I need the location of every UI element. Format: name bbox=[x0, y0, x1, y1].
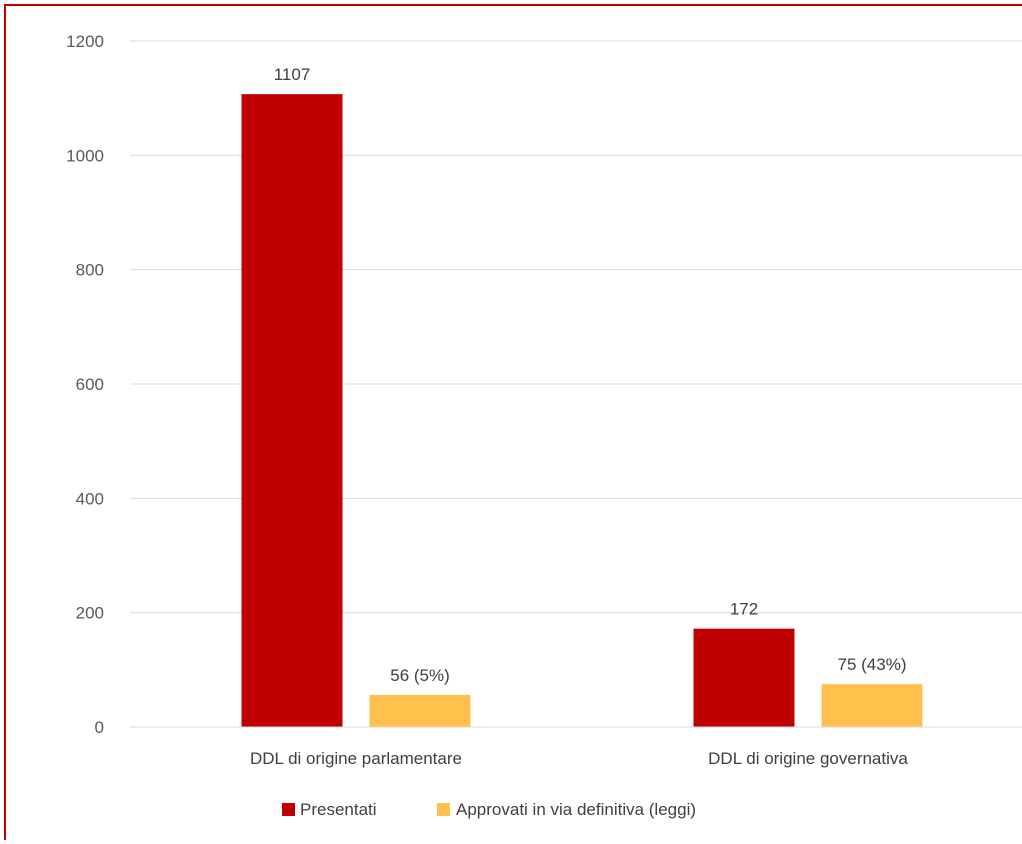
y-tick-label: 1200 bbox=[66, 32, 104, 51]
x-category-label: DDL di origine governativa bbox=[708, 749, 908, 768]
data-label: 56 (5%) bbox=[390, 666, 450, 685]
y-tick-label: 800 bbox=[76, 261, 104, 280]
data-label: 1107 bbox=[274, 65, 311, 84]
data-label: 172 bbox=[730, 600, 758, 619]
y-tick-label: 0 bbox=[95, 718, 104, 737]
data-label: 75 (43%) bbox=[838, 655, 907, 674]
legend-label: Approvati in via definitiva (leggi) bbox=[456, 800, 696, 819]
legend-swatch bbox=[437, 803, 450, 816]
y-tick-label: 400 bbox=[76, 489, 104, 508]
bar bbox=[369, 694, 471, 727]
bar bbox=[241, 94, 343, 728]
legend-label: Presentati bbox=[300, 800, 377, 819]
legend-swatch bbox=[282, 803, 295, 816]
bar bbox=[821, 684, 923, 727]
y-tick-label: 200 bbox=[76, 604, 104, 623]
chart-border bbox=[4, 4, 1022, 840]
x-category-label: DDL di origine parlamentare bbox=[250, 749, 462, 768]
y-tick-label: 1000 bbox=[66, 146, 104, 165]
bar bbox=[693, 628, 795, 727]
y-tick-label: 600 bbox=[76, 375, 104, 394]
